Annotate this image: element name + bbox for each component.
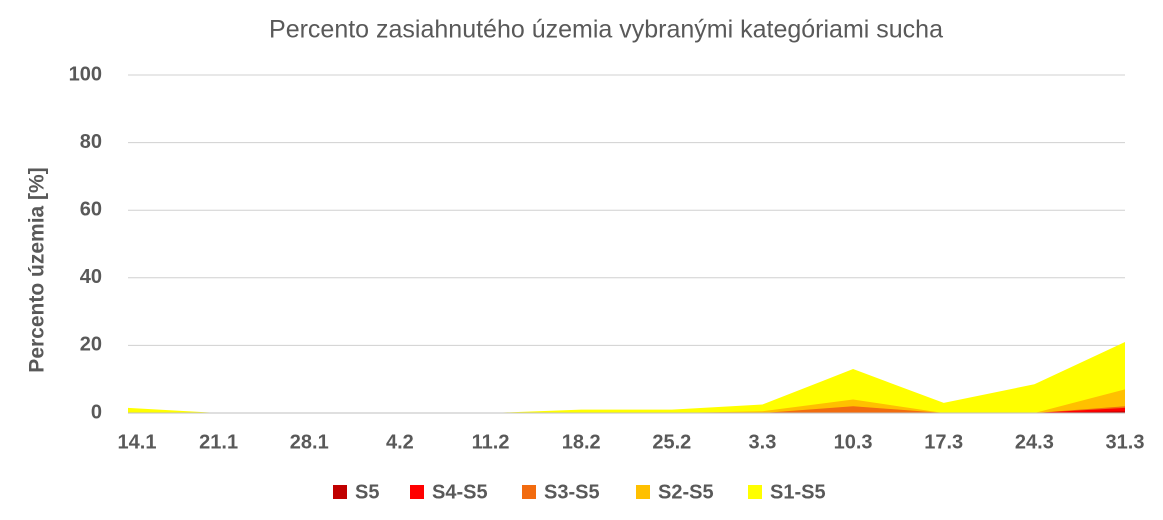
y-axis-label: Percento územia [%] — [26, 167, 49, 372]
legend-label: S5 — [355, 481, 379, 503]
legend-swatch — [748, 485, 762, 499]
x-tick-label: 17.3 — [924, 431, 963, 453]
legend-label: S2-S5 — [658, 481, 714, 503]
y-tick-label: 40 — [80, 266, 102, 288]
legend-swatch — [522, 485, 536, 499]
x-tick-label: 21.1 — [199, 431, 238, 453]
x-tick-label: 28.1 — [290, 431, 329, 453]
legend-label: S3-S5 — [544, 481, 600, 503]
area — [128, 406, 1125, 413]
area — [128, 389, 1125, 413]
area — [128, 342, 1125, 413]
x-tick-label: 10.3 — [834, 431, 873, 453]
y-tick-label: 20 — [80, 334, 102, 356]
x-tick-label: 25.2 — [652, 431, 691, 453]
x-tick-label: 11.2 — [472, 431, 510, 453]
x-tick-label: 3.3 — [749, 431, 777, 453]
x-tick-label: 14.1 — [118, 431, 157, 453]
legend-swatch — [333, 485, 347, 499]
y-tick-label: 0 — [91, 401, 102, 423]
x-tick-label: 31.3 — [1106, 431, 1145, 453]
x-tick-label: 24.3 — [1015, 431, 1054, 453]
chart-title: Percento zasiahnutého územia vybranými k… — [269, 16, 943, 44]
legend-label: S1-S5 — [770, 481, 826, 503]
y-tick-label: 100 — [69, 63, 102, 85]
legend-label: S4-S5 — [432, 481, 488, 503]
legend-swatch — [636, 485, 650, 499]
y-tick-label: 80 — [80, 131, 102, 153]
legend-swatch — [410, 485, 424, 499]
y-tick-label: 60 — [80, 198, 102, 220]
x-tick-label: 18.2 — [562, 431, 601, 453]
x-tick-label: 4.2 — [386, 431, 414, 453]
